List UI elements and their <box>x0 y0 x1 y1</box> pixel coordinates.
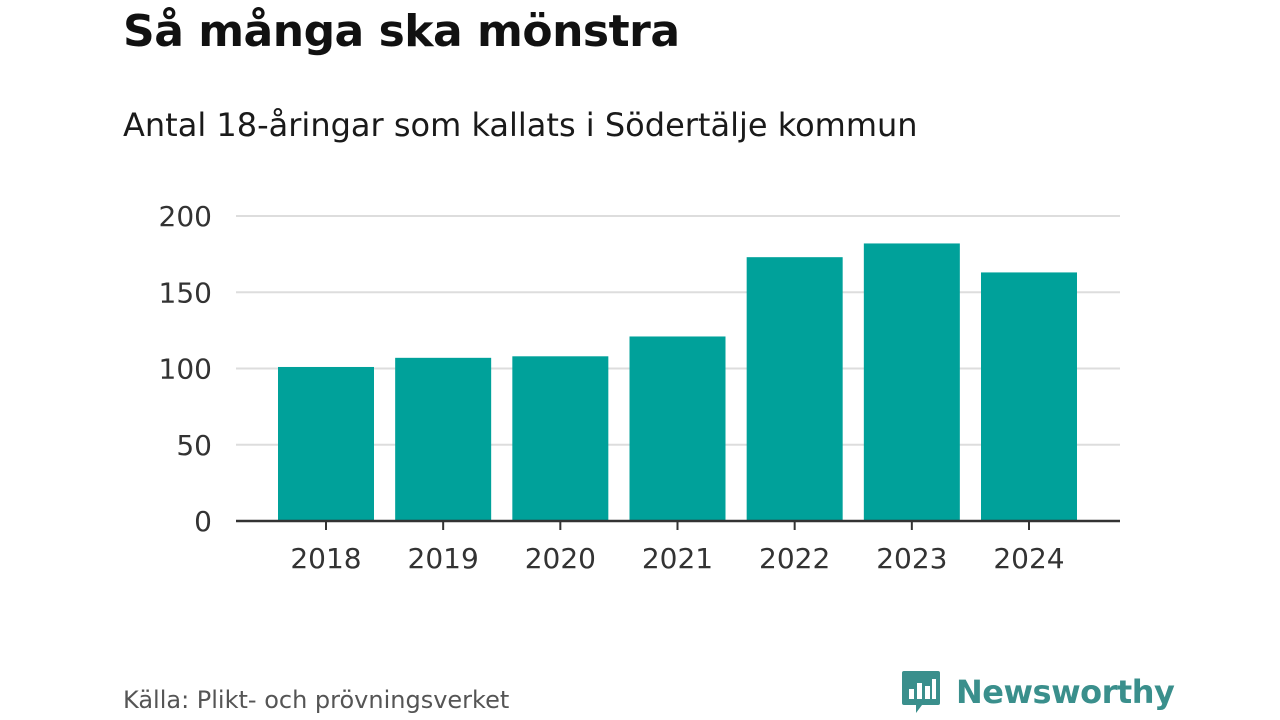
chart-title: Så många ska mönstra <box>123 6 680 57</box>
bar <box>746 257 843 521</box>
bar <box>629 336 726 521</box>
x-tick-label: 2022 <box>759 542 830 575</box>
bar <box>512 356 609 521</box>
x-tick-label: 2019 <box>408 542 479 575</box>
x-tick-label: 2018 <box>290 542 361 575</box>
chart-subtitle: Antal 18-åringar som kallats i Södertälj… <box>123 106 918 144</box>
x-tick-label: 2023 <box>876 542 947 575</box>
x-tick-label: 2024 <box>993 542 1064 575</box>
y-tick-label: 150 <box>159 276 212 309</box>
bar <box>981 272 1077 521</box>
bar <box>863 243 960 521</box>
bar-chart-speech-bubble-icon <box>902 671 940 713</box>
x-tick-label: 2021 <box>642 542 713 575</box>
brand-logo: Newsworthy <box>900 670 1175 714</box>
brand-name: Newsworthy <box>956 673 1175 711</box>
y-tick-label: 50 <box>176 429 212 462</box>
x-tick-label: 2020 <box>525 542 596 575</box>
bar <box>395 357 492 521</box>
y-tick-label: 100 <box>159 353 212 386</box>
y-tick-label: 200 <box>159 200 212 233</box>
y-tick-label: 0 <box>194 505 212 538</box>
bar <box>278 366 374 521</box>
source-note: Källa: Plikt- och prövningsverket <box>123 686 510 714</box>
